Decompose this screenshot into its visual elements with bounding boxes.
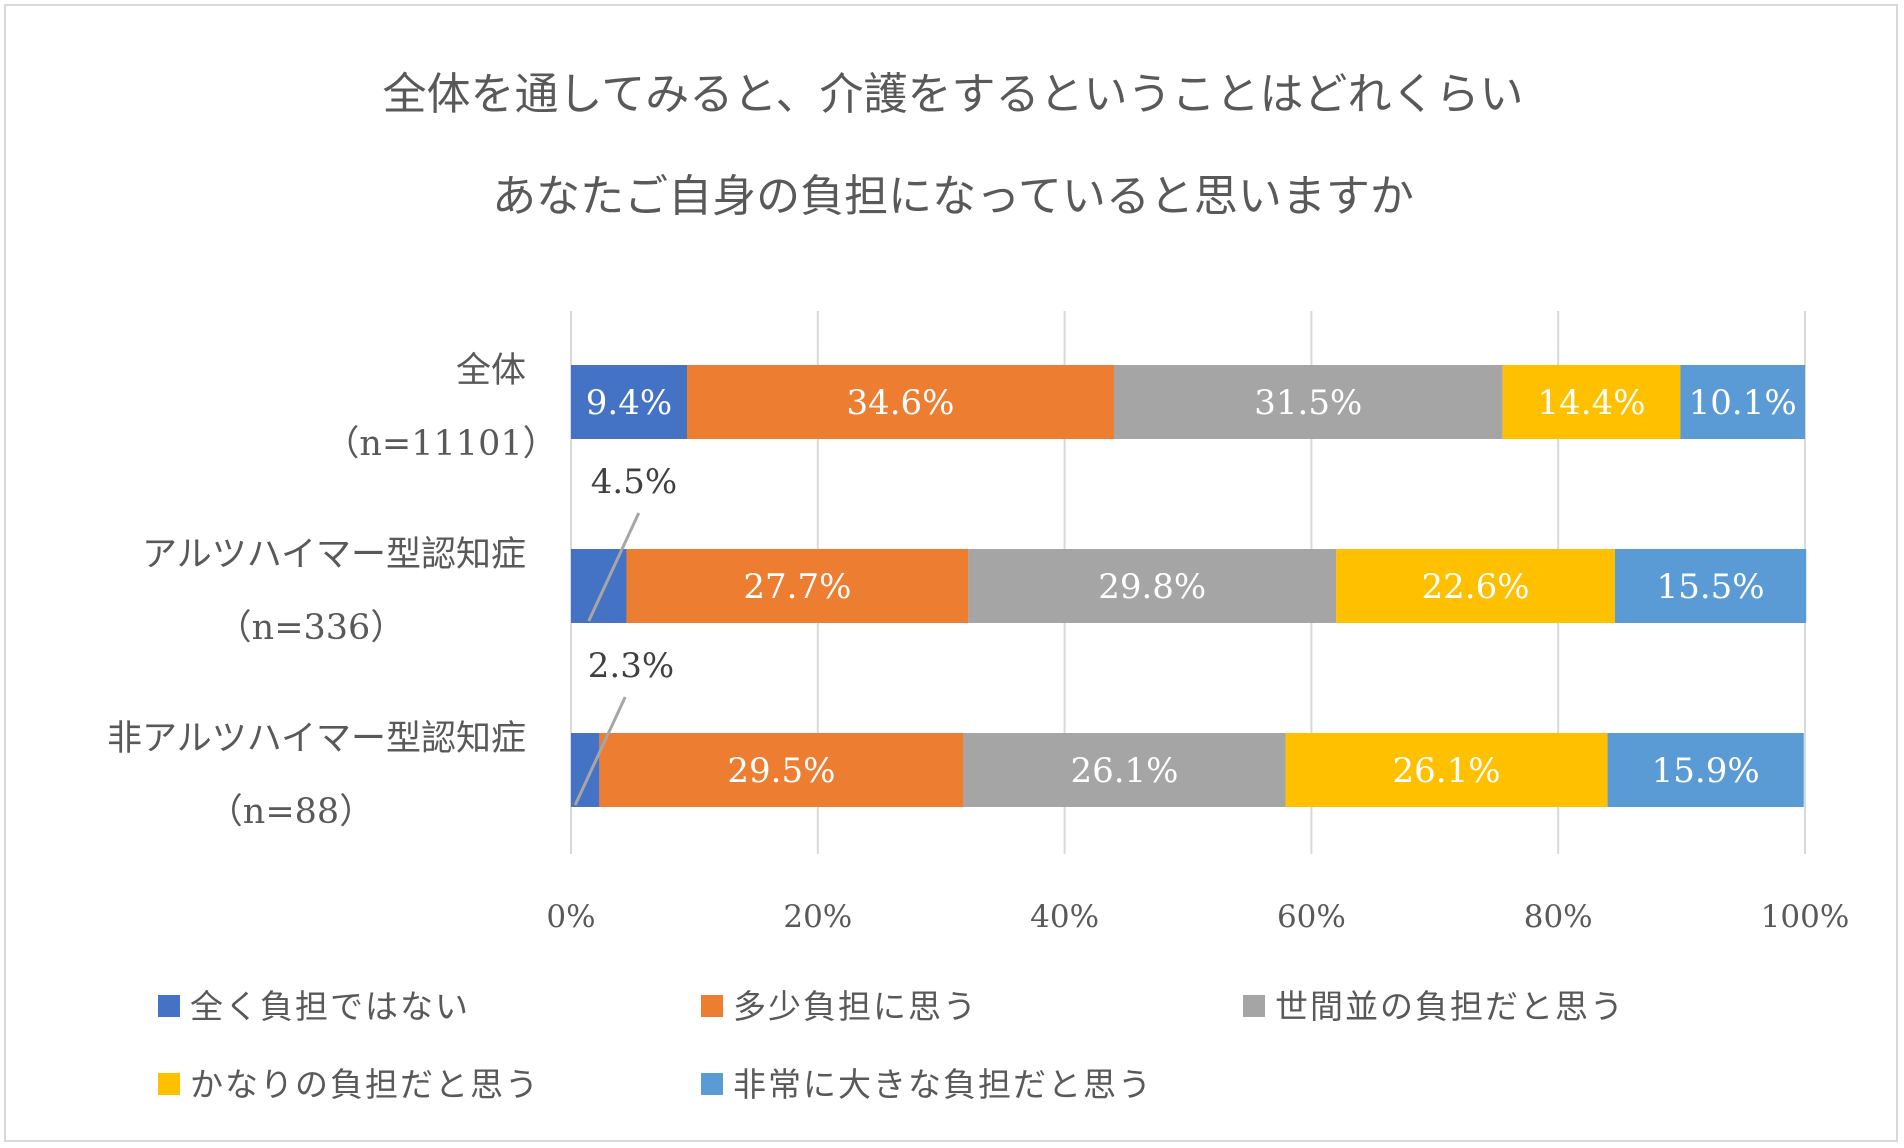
- data-label: 27.7%: [743, 567, 851, 607]
- data-label: 15.9%: [1652, 751, 1760, 791]
- category-n-label: （n=88）: [208, 792, 374, 832]
- category-n-label: （n=11101）: [324, 424, 557, 464]
- category-labels: 全体 （n=11101） アルツハイマー型認知症 （n=336） 非アルツハイマー型認知…: [107, 351, 558, 832]
- bar-segment: [571, 733, 600, 807]
- bar-segment: [1336, 549, 1615, 623]
- data-label: 15.5%: [1657, 567, 1765, 607]
- data-label: 34.6%: [846, 383, 954, 423]
- legend-swatch: [158, 995, 180, 1017]
- data-label: 29.5%: [727, 751, 835, 791]
- bar-segment: [1113, 365, 1503, 439]
- legend-swatch: [701, 995, 723, 1017]
- chart-title: 全体を通してみると、介護をするということはどれくらい: [383, 69, 1524, 120]
- bar-segment: [599, 733, 964, 807]
- bar-segment: [1607, 733, 1804, 807]
- data-label-callout: 4.5%: [591, 462, 677, 502]
- x-tick-label: 40%: [1030, 899, 1099, 935]
- data-labels: 9.4% 34.6% 31.5% 14.4% 10.1% 4.5% 27.7% 29.8% 22…: [573, 383, 1797, 806]
- data-label: 9.4%: [586, 383, 672, 423]
- category-label: 非アルツハイマー型認知症: [107, 719, 526, 759]
- legend-label: 非常に大きな負担だと思う: [733, 1065, 1153, 1104]
- legend-swatch: [1243, 995, 1265, 1017]
- data-label-callout: 2.3%: [588, 646, 674, 686]
- bar-segment: [571, 365, 687, 439]
- bar-segment: [1502, 365, 1681, 439]
- bar-segment: [626, 549, 969, 623]
- legend-label: 多少負担に思う: [733, 987, 978, 1026]
- bar-segment: [1680, 365, 1805, 439]
- category-label: 全体: [456, 351, 526, 391]
- data-label: 26.1%: [1393, 751, 1501, 791]
- data-label: 22.6%: [1422, 567, 1530, 607]
- legend-swatch: [158, 1073, 180, 1095]
- callout-leader-line: [587, 512, 641, 622]
- data-label: 31.5%: [1254, 383, 1362, 423]
- stacked-bar-chart: 全体を通してみると、介護をするということはどれくらい あなたご自身の負担になって…: [107, 69, 1849, 1104]
- data-label: 14.4%: [1538, 383, 1646, 423]
- bar-segment: [1285, 733, 1608, 807]
- chart-subtitle: あなたご自身の負担になっていると思いますか: [492, 171, 1414, 222]
- legend-label: 世間並の負担だと思う: [1275, 987, 1625, 1026]
- category-n-label: （n=336）: [217, 608, 406, 648]
- callout-leader-line: [573, 696, 627, 806]
- x-axis-ticks: 0% 20% 40% 60% 80% 100%: [546, 899, 1849, 935]
- x-tick-label: 20%: [783, 899, 852, 935]
- legend-label: かなりの負担だと思う: [190, 1065, 540, 1104]
- x-tick-label: 0%: [546, 899, 595, 935]
- category-label: アルツハイマー型認知症: [142, 535, 526, 575]
- bar-segment: [963, 733, 1286, 807]
- x-tick-label: 80%: [1524, 899, 1593, 935]
- bars: [571, 365, 1807, 807]
- data-label: 29.8%: [1098, 567, 1206, 607]
- bar-segment: [686, 365, 1114, 439]
- chart-frame: 全体を通してみると、介護をするということはどれくらい あなたご自身の負担になって…: [4, 4, 1898, 1142]
- legend-swatch: [701, 1073, 723, 1095]
- x-tick-label: 60%: [1277, 899, 1346, 935]
- x-tick-label: 100%: [1761, 899, 1850, 935]
- legend-label: 全く負担ではない: [190, 987, 470, 1026]
- data-label: 26.1%: [1070, 751, 1178, 791]
- data-label: 10.1%: [1689, 383, 1797, 423]
- bar-segment: [968, 549, 1337, 623]
- bar-segment: [1614, 549, 1807, 623]
